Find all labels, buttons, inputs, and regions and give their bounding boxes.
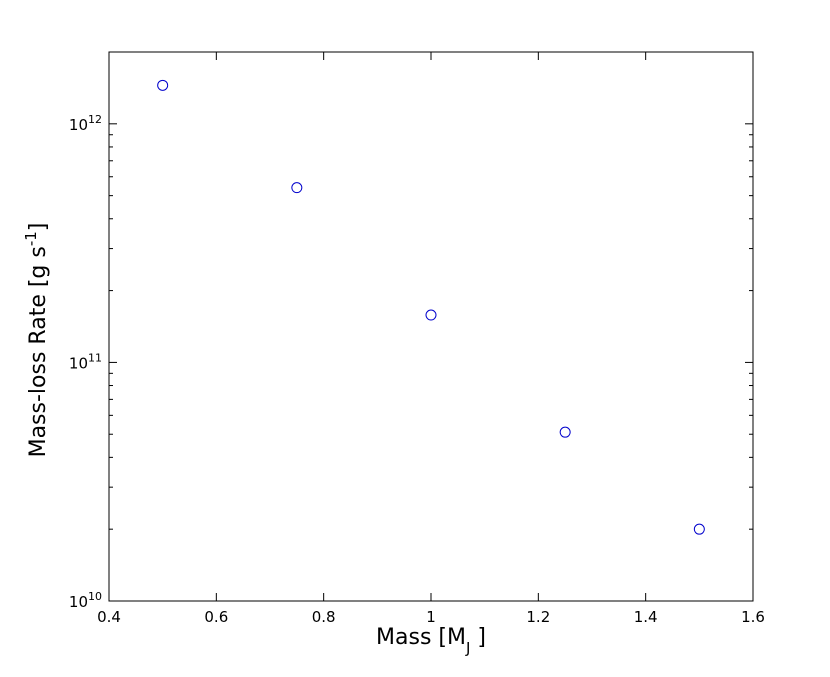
points-layer <box>157 79 705 535</box>
x-axis-title-end: ] <box>470 625 486 650</box>
y-axis-title-sup: -1 <box>22 231 40 246</box>
data-point <box>157 79 169 91</box>
ticks-layer <box>108 52 754 602</box>
plot-frame <box>108 51 754 602</box>
x-axis-title-sub: J <box>465 639 470 657</box>
y-tick-label: 1011 <box>69 351 102 372</box>
data-point <box>425 309 437 321</box>
x-axis-title: Mass [MJ ] <box>376 625 486 657</box>
x-tick-label: 0.8 <box>312 608 336 626</box>
data-point <box>693 523 705 535</box>
x-tick-label: 1.2 <box>526 608 550 626</box>
data-point <box>559 426 571 438</box>
y-axis-title: Mass-loss Rate [g s-1] <box>22 223 51 458</box>
data-point <box>291 182 303 194</box>
y-axis-title-end: ] <box>26 223 51 232</box>
x-tick-label: 1 <box>426 608 436 626</box>
labels-layer: 0.4 0.6 0.8 1 1.2 1.4 1.6 1010 1011 1012 <box>69 113 765 626</box>
x-tick-label: 1.4 <box>634 608 658 626</box>
y-tick-label: 1012 <box>69 113 102 134</box>
x-tick-label: 1.6 <box>741 608 765 626</box>
x-tick-label: 0.6 <box>204 608 228 626</box>
y-axis-title-main: Mass-loss Rate [g s <box>26 246 51 457</box>
x-axis-title-main: Mass [M <box>376 625 466 650</box>
x-tick-label: 0.4 <box>97 608 121 626</box>
y-tick-label: 1010 <box>69 590 102 611</box>
